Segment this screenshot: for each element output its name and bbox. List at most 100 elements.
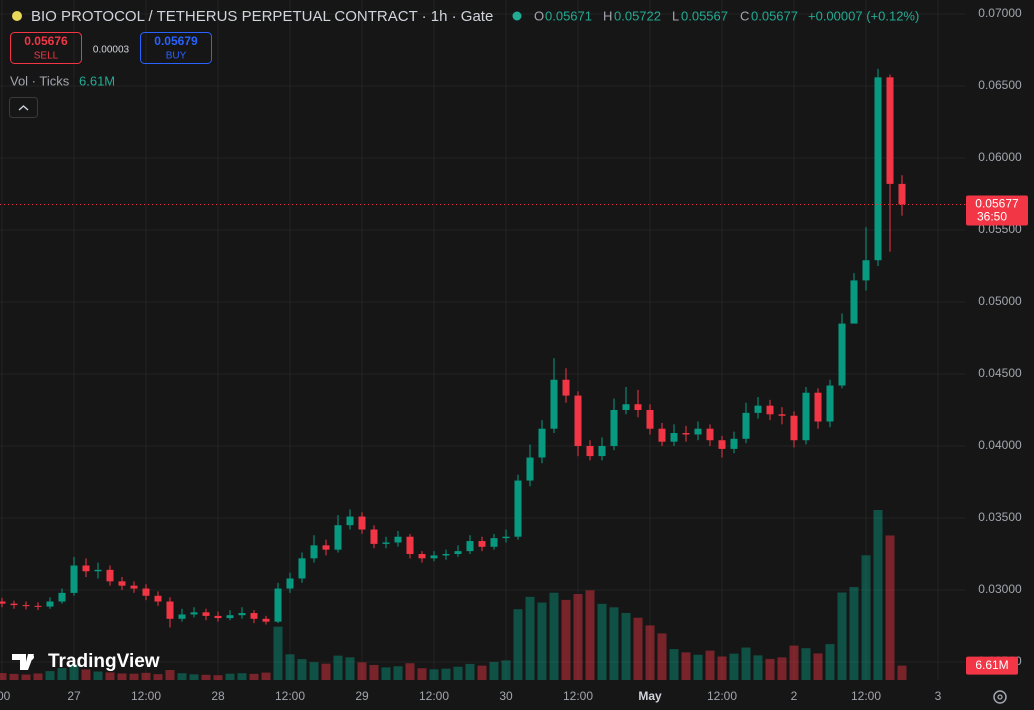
candle-body	[82, 565, 90, 572]
buy-label[interactable]: BUY	[166, 51, 187, 62]
sell-button[interactable]: 0.05676 SELL	[10, 32, 82, 64]
volume-bar	[237, 673, 247, 680]
x-tick-label: 27	[67, 689, 81, 703]
collapse-box[interactable]	[9, 97, 38, 118]
volume-bar	[81, 669, 91, 680]
x-tick-label: 12:00	[707, 689, 737, 703]
sell-price[interactable]: 0.05676	[24, 34, 68, 48]
volume-bar	[189, 674, 199, 680]
candle-body	[274, 588, 282, 622]
x-tick-label: 12:00	[563, 689, 593, 703]
buy-price[interactable]: 0.05679	[154, 34, 198, 48]
candle-body	[562, 379, 570, 396]
volume-bar	[129, 673, 139, 680]
volume-bar	[213, 675, 223, 680]
volume-bar	[393, 666, 403, 680]
x-tick-label: 12:00	[275, 689, 305, 703]
y-tick-label: 0.03000	[978, 582, 1022, 596]
volume-bar	[381, 667, 391, 680]
candle-body	[370, 529, 378, 544]
volume-bar	[417, 668, 427, 680]
candle-body	[514, 480, 522, 537]
candle-body	[730, 438, 738, 449]
volume-bar	[513, 609, 523, 680]
volume-bar	[261, 672, 271, 680]
y-tick-label: 0.07000	[978, 6, 1022, 20]
x-tick-label: 28	[211, 689, 225, 703]
volume-bar	[705, 650, 715, 680]
candle-body	[70, 565, 78, 593]
x-tick-label: 30	[499, 689, 513, 703]
candle-body	[262, 618, 270, 622]
settings-button[interactable]	[993, 690, 1007, 704]
buy-button[interactable]: 0.05679 BUY	[140, 32, 212, 64]
volume-bar	[861, 555, 871, 680]
volume-bar	[897, 665, 907, 680]
volume-bar	[441, 668, 451, 680]
settings-icon[interactable]	[993, 690, 1007, 704]
candle-body	[298, 558, 306, 579]
sell-label[interactable]: SELL	[34, 51, 59, 62]
candle-body	[706, 428, 714, 441]
watermark: TradingView	[12, 651, 160, 672]
candle-body	[718, 440, 726, 449]
candle-body	[58, 592, 66, 602]
watermark-text: TradingView	[48, 651, 160, 672]
candle-body	[502, 536, 510, 539]
candle-body	[586, 445, 594, 457]
volume-bar	[141, 672, 151, 680]
candle-body	[394, 536, 402, 543]
candle-body	[286, 578, 294, 589]
volume-bar	[501, 660, 511, 680]
buy-box[interactable]	[140, 32, 212, 64]
legend-l: 0.05567	[681, 8, 728, 23]
candle-body	[430, 555, 438, 559]
volume-bar	[477, 665, 487, 680]
current-price-box	[966, 195, 1028, 226]
volume-current-box	[966, 656, 1018, 675]
volume-bar	[537, 602, 547, 680]
x-tick-label: 12:00	[131, 689, 161, 703]
volume-bar	[489, 661, 499, 680]
candle-body	[598, 445, 606, 457]
candle-body	[802, 392, 810, 441]
x-tick-label: :00	[0, 689, 11, 703]
volume-bar	[429, 669, 439, 680]
volume-current-axis-label: 6.61M	[975, 658, 1008, 672]
volume-bar	[597, 603, 607, 680]
grid	[0, 0, 965, 680]
volume-bar	[105, 672, 115, 680]
legend-h: 0.05722	[614, 8, 661, 23]
collapse-button[interactable]	[9, 97, 38, 118]
volume-bar	[549, 592, 559, 680]
candle-body	[478, 541, 486, 547]
collapse-caret[interactable]	[18, 105, 29, 111]
candle-body	[166, 601, 174, 619]
candle-body	[238, 613, 246, 616]
volume-bar	[201, 674, 211, 680]
volume-bar	[465, 663, 475, 680]
candle-body	[22, 605, 30, 607]
sell-box[interactable]	[10, 32, 82, 64]
volume-bar	[681, 652, 691, 680]
volume-bar	[633, 617, 643, 680]
volume-bar	[753, 655, 763, 680]
legend-l-label: L	[672, 8, 679, 23]
legend-change: +0.00007 (+0.12%)	[808, 8, 919, 23]
volume-bar	[873, 510, 883, 680]
x-tick-label: 12:00	[419, 689, 449, 703]
candle-body	[130, 585, 138, 589]
settings-icon-center[interactable]	[997, 694, 1003, 700]
candle-body	[790, 415, 798, 441]
candle-body	[94, 569, 102, 572]
spread: 0.00003	[93, 45, 130, 56]
candle-body	[190, 612, 198, 615]
countdown-label: 36:50	[977, 210, 1007, 224]
candle-body	[442, 553, 450, 556]
candle-body	[694, 428, 702, 435]
y-tick-label: 0.04500	[978, 366, 1022, 380]
candle-body	[310, 545, 318, 559]
candle-body	[118, 581, 126, 586]
volume-bar	[117, 673, 127, 680]
volume-bar	[825, 644, 835, 680]
